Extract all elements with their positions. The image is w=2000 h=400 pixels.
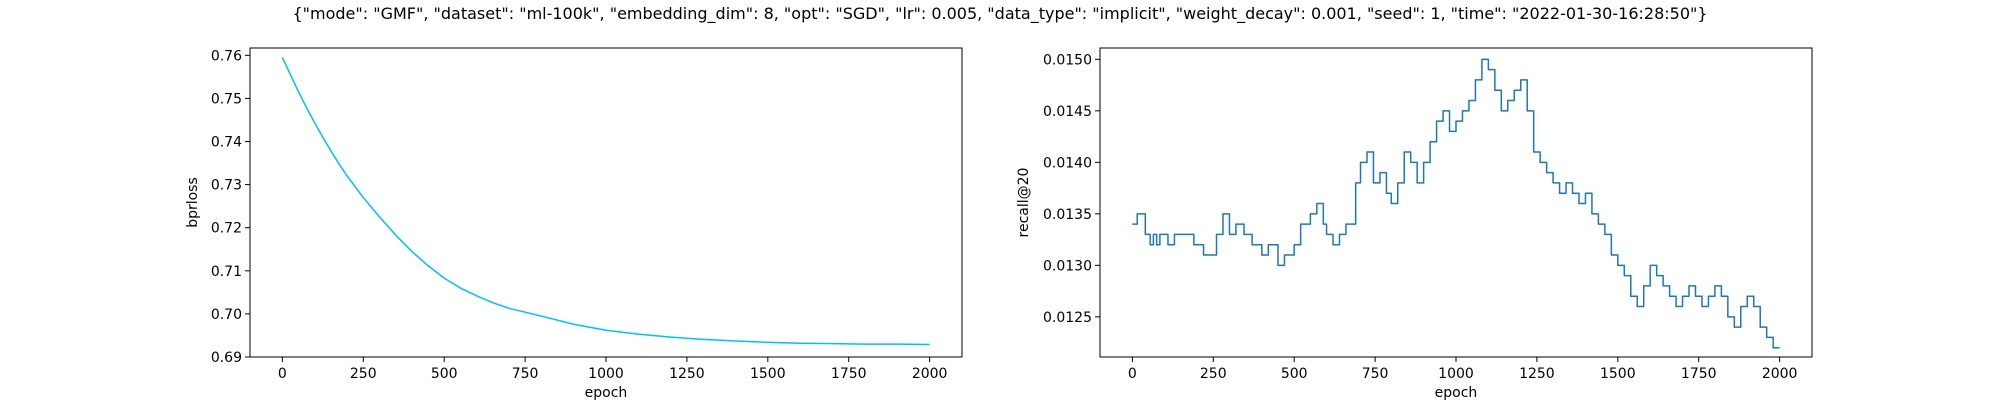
loss-y-tick-label: 0.75 — [211, 91, 242, 107]
loss-x-tick-label: 1000 — [588, 366, 624, 382]
figure-title: {"mode": "GMF", "dataset": "ml-100k", "e… — [292, 4, 1708, 23]
loss-x-tick-label: 0 — [278, 366, 287, 382]
loss-x-axis-label: epoch — [585, 385, 628, 400]
loss-x-tick-label: 1250 — [669, 366, 705, 382]
recall-x-tick-label: 0 — [1128, 366, 1137, 382]
recall-y-axis-label: recall@20 — [1016, 168, 1032, 238]
recall-x-tick-label: 1500 — [1600, 366, 1636, 382]
recall-x-tick-label: 2000 — [1762, 366, 1798, 382]
recall-x-tick-label: 750 — [1362, 366, 1389, 382]
loss-y-axis-label: bprloss — [185, 177, 201, 228]
recall-x-tick-label: 1250 — [1519, 366, 1555, 382]
recall-x-axis-label: epoch — [1435, 385, 1478, 400]
loss-plot: 0 250 500 750 1000 1250 1500 1750 2000 0.69 0.70 0.… — [185, 47, 963, 400]
recall-x-tick-label: 250 — [1200, 366, 1227, 382]
recall-y-tick-label: 0.0125 — [1043, 310, 1092, 326]
recall-y-tick-label: 0.0130 — [1043, 258, 1092, 274]
recall-x-tick-label: 1750 — [1681, 366, 1717, 382]
recall-y-tick-label: 0.0135 — [1043, 207, 1092, 223]
loss-x-tick-label: 500 — [431, 366, 458, 382]
recall-x-tick-label: 500 — [1281, 366, 1308, 382]
recall-x-tick-label: 1000 — [1438, 366, 1474, 382]
loss-x-tick-label: 2000 — [912, 366, 948, 382]
recall-axes-frame — [1099, 47, 1813, 358]
recall-y-tick-label: 0.0140 — [1043, 155, 1092, 171]
recall-y-tick-label: 0.0145 — [1043, 104, 1092, 120]
loss-y-tick-label: 0.73 — [211, 178, 242, 194]
loss-y-tick-label: 0.70 — [211, 307, 242, 323]
loss-x-tick-label: 250 — [350, 366, 377, 382]
recall-series-line-0 — [1132, 58, 1780, 349]
recall-y-tick-label: 0.0150 — [1043, 52, 1092, 68]
loss-y-tick-label: 0.74 — [211, 135, 242, 151]
loss-series-line-0 — [281, 57, 930, 346]
loss-x-tick-label: 1500 — [750, 366, 786, 382]
loss-x-tick-label: 750 — [512, 366, 539, 382]
loss-y-tick-label: 0.72 — [211, 221, 242, 237]
loss-y-tick-label: 0.71 — [211, 264, 242, 280]
loss-y-tick-label: 0.69 — [211, 350, 242, 366]
loss-y-tick-label: 0.76 — [211, 48, 242, 64]
loss-x-tick-label: 1750 — [831, 366, 867, 382]
